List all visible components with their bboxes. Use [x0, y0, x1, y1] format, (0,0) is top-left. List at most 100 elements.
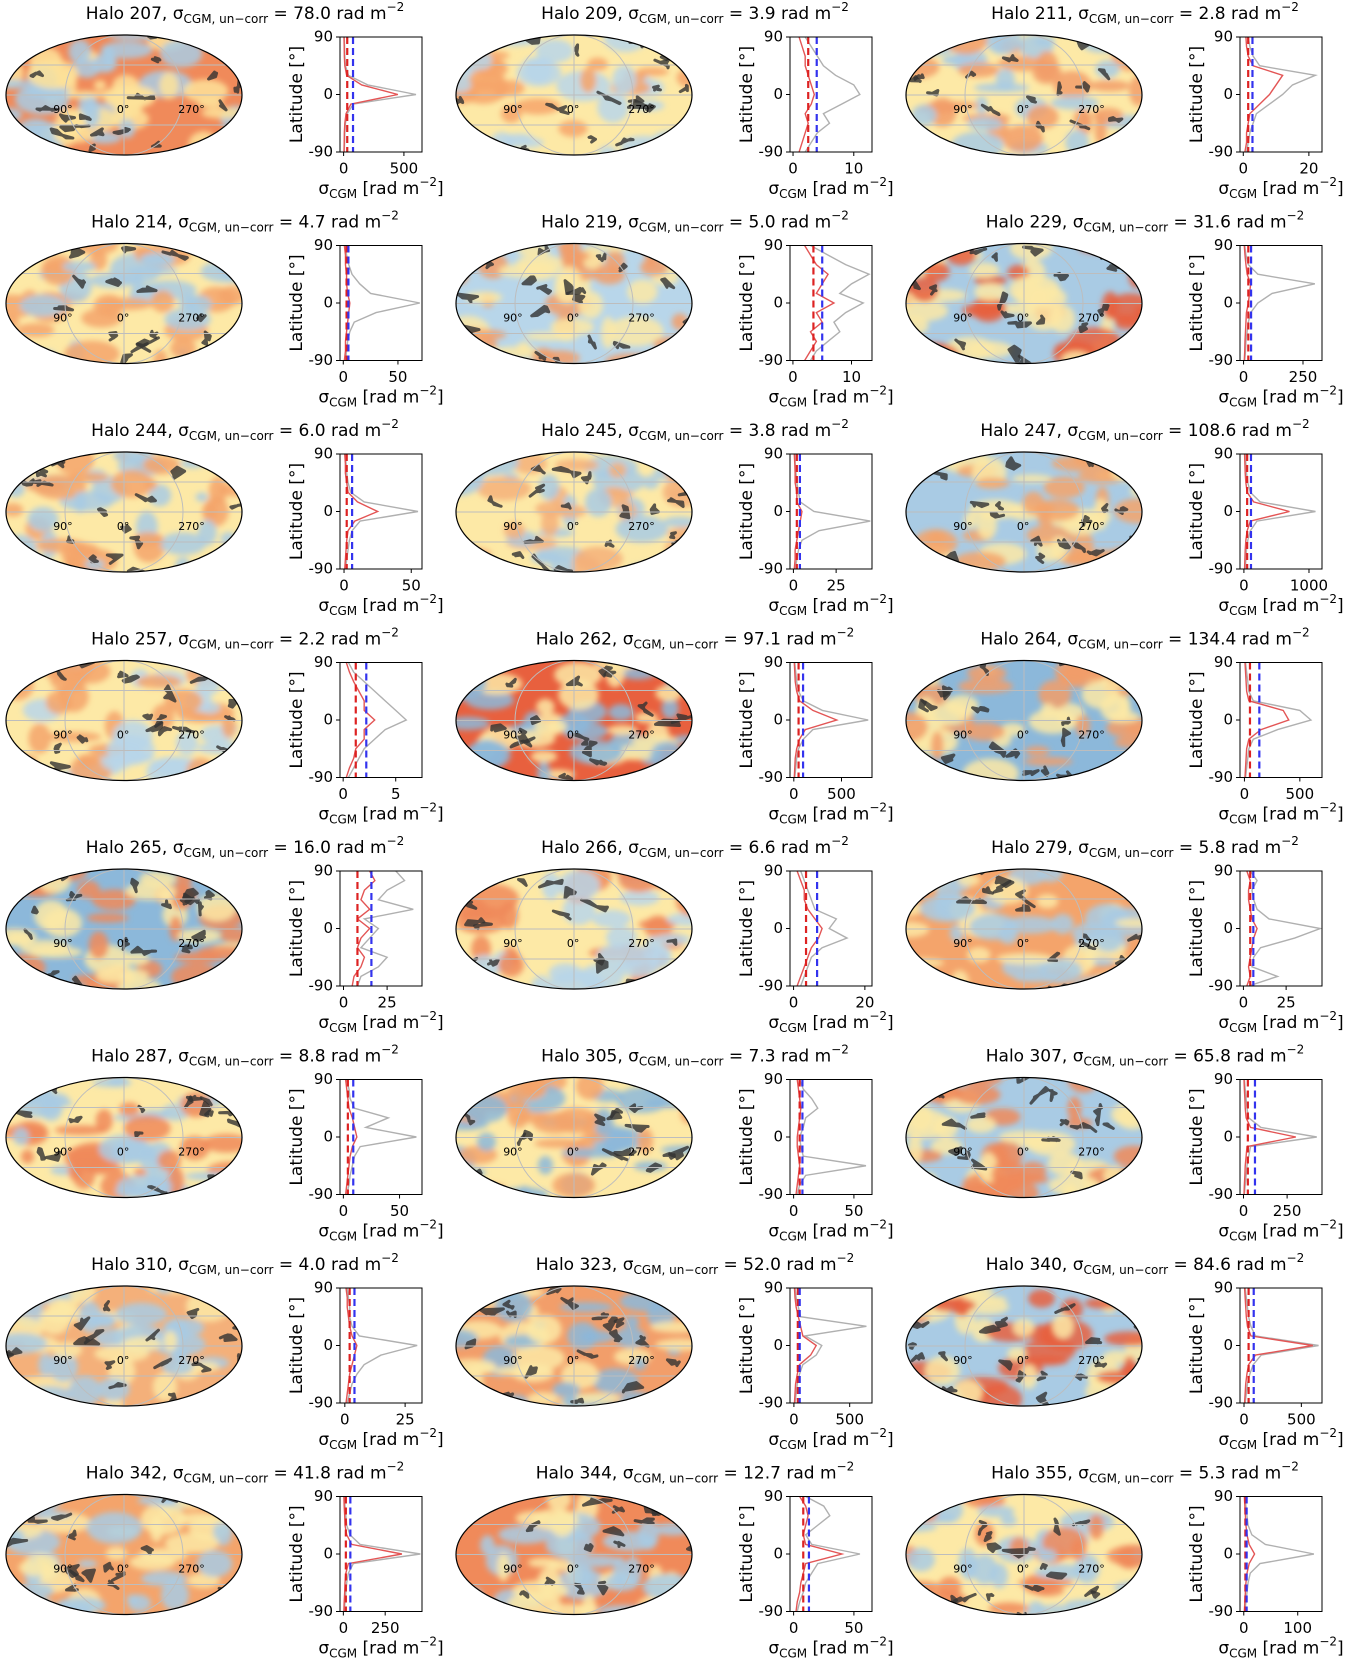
x-tick-label: 500 — [835, 1411, 864, 1429]
map-region — [910, 276, 939, 303]
masked-region — [587, 135, 598, 144]
masked-region — [986, 1542, 1002, 1554]
x-tick-label: 0 — [339, 160, 349, 178]
masked-region — [652, 84, 662, 92]
masked-region — [487, 495, 503, 508]
x-axis-label-part: −2 — [419, 383, 437, 397]
map-region — [929, 1288, 946, 1298]
panel-title-part: rad m — [326, 213, 382, 233]
panel-title-part: −2 — [1281, 834, 1299, 848]
masked-region — [1078, 940, 1097, 951]
panel: Halo 229, σCGM, un−corr = 31.6 rad m−290… — [905, 208, 1344, 409]
panel-title-part: = — [273, 1047, 298, 1067]
x-axis-label-part: −2 — [1319, 1426, 1337, 1440]
map-region — [1026, 105, 1059, 130]
map-region — [1067, 1096, 1082, 1121]
masked-region — [170, 465, 187, 480]
masked-region — [1108, 139, 1122, 155]
map-region — [567, 1554, 622, 1568]
map-region — [664, 536, 692, 560]
y-axis-label: Latitude [°] — [737, 254, 757, 351]
y-tick-label: 0 — [773, 711, 783, 729]
panel-title-part: 2.2 — [299, 630, 326, 650]
masked-region — [573, 43, 580, 57]
panel-title-part: CGM, un−corr — [1078, 637, 1163, 651]
masked-region — [191, 1361, 212, 1373]
map-region — [963, 511, 978, 529]
panel-title-part: −2 — [381, 1042, 399, 1056]
map-region — [619, 890, 660, 906]
y-tick-label: -90 — [759, 1602, 784, 1620]
map-region — [969, 262, 1000, 279]
panel-title-part: = — [1173, 838, 1198, 858]
profile-line — [1243, 454, 1290, 569]
map-region — [139, 252, 176, 267]
x-tick-label: 0 — [788, 160, 798, 178]
profile-line — [1244, 1288, 1319, 1403]
map-region — [38, 1307, 71, 1335]
longitude-label: 0° — [567, 103, 580, 116]
masked-region — [1082, 933, 1090, 941]
map-region — [998, 924, 1019, 945]
map-region — [1115, 918, 1142, 928]
map-region — [526, 1314, 562, 1344]
map-region — [498, 1525, 553, 1544]
plot-area — [343, 37, 417, 152]
axes-frame — [789, 1287, 873, 1404]
masked-region — [581, 1497, 613, 1507]
longitude-label: 270° — [1078, 1354, 1105, 1367]
panel-title-part: rad m — [1231, 1255, 1287, 1275]
map-region — [991, 1160, 1025, 1189]
masked-region — [528, 483, 546, 498]
sky-map — [906, 1494, 1142, 1615]
panel-title-part: −2 — [837, 1459, 855, 1473]
map-region — [906, 1392, 960, 1406]
longitude-label: 0° — [567, 1354, 580, 1367]
map-region — [456, 1287, 470, 1311]
longitude-label: 0° — [117, 729, 130, 742]
map-region — [219, 243, 242, 251]
panel-title: Halo 265, σCGM, un−corr = 16.0 rad m−2 — [86, 834, 405, 860]
y-tick-label: -90 — [759, 351, 784, 369]
masked-region — [184, 896, 200, 906]
map-region — [100, 41, 153, 59]
map-region — [1088, 80, 1131, 92]
plot-area — [798, 37, 861, 152]
map-region — [532, 1112, 578, 1134]
map-region — [1113, 1145, 1142, 1167]
longitude-label: 270° — [628, 1354, 655, 1367]
x-axis-label: σCGM [rad m−2] — [318, 1426, 443, 1452]
masked-region — [977, 1519, 988, 1536]
map-region — [466, 1587, 482, 1600]
panel-title-part: Halo 247, σ — [980, 421, 1078, 441]
profile-line — [1244, 1496, 1315, 1612]
longitude-label: 270° — [1078, 520, 1105, 533]
map-region — [616, 1087, 669, 1114]
y-tick-label: 90 — [764, 862, 783, 880]
panel: Halo 209, σCGM, un−corr = 3.9 rad m−290°… — [455, 0, 894, 201]
y-tick-label: -90 — [1209, 768, 1234, 786]
panel-title-part: −2 — [1287, 1042, 1305, 1056]
panel-title-part: −2 — [837, 1251, 855, 1265]
map-region — [140, 1503, 186, 1535]
panel-title-part: rad m — [776, 4, 832, 24]
map-region — [906, 712, 928, 742]
panel-title-part: Halo 287, σ — [91, 1047, 189, 1067]
map-region — [489, 132, 514, 155]
masked-region — [34, 1288, 44, 1297]
x-axis-label: σCGM [rad m−2] — [318, 1217, 443, 1243]
masked-region — [68, 1115, 83, 1124]
map-region — [1102, 1350, 1132, 1365]
panel-title-part: CGM, un−corr — [639, 12, 724, 26]
map-region — [512, 1345, 565, 1371]
panel-title-part: rad m — [1226, 838, 1282, 858]
x-axis-label: σCGM [rad m−2] — [318, 800, 443, 826]
map-region — [514, 98, 561, 115]
panel-title: Halo 207, σCGM, un−corr = 78.0 rad m−2 — [86, 0, 405, 26]
x-axis-label-part: σ — [768, 388, 779, 408]
x-tick-label: 50 — [402, 577, 421, 595]
map-region — [941, 1494, 974, 1502]
axes-frame — [339, 245, 423, 361]
map-region — [25, 1386, 74, 1405]
masked-region — [1060, 727, 1072, 748]
